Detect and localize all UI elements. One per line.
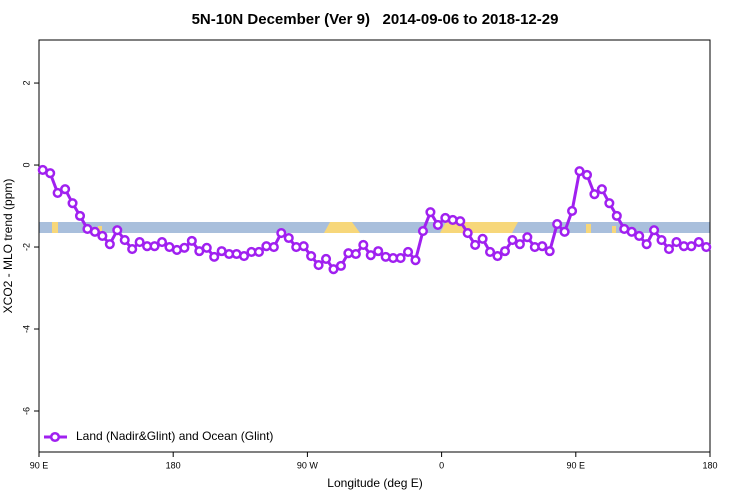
data-point — [201, 242, 212, 253]
data-point — [462, 228, 473, 239]
data-point — [306, 250, 317, 262]
data-point — [492, 250, 503, 262]
data-point — [104, 239, 115, 250]
data-point — [507, 235, 518, 246]
chart-title: 5N-10N December (Ver 9) 2014-09-06 to 20… — [192, 11, 559, 28]
data-point — [552, 219, 563, 230]
data-point — [589, 189, 600, 200]
legend-marker — [49, 431, 61, 443]
data-point — [499, 246, 511, 257]
data-point — [574, 166, 585, 177]
data-point — [156, 237, 168, 248]
data-point — [395, 253, 406, 264]
y-axis-label: XCO2 - MLO trend (ppm) — [1, 179, 15, 314]
data-point — [432, 219, 443, 230]
data-point — [45, 168, 56, 179]
data-point — [403, 246, 414, 257]
data-point — [485, 246, 496, 257]
data-point — [686, 241, 697, 252]
data-point — [365, 250, 376, 261]
data-point — [656, 235, 667, 246]
data-point — [410, 255, 421, 266]
data-point — [544, 246, 555, 257]
data-point — [209, 251, 220, 262]
data-point — [417, 225, 429, 237]
data-point — [537, 241, 548, 252]
y-tick-label: 0 — [21, 163, 31, 168]
data-point — [119, 235, 130, 246]
data-point — [134, 237, 145, 248]
data-point — [127, 244, 138, 255]
data-point — [67, 198, 78, 209]
data-point — [596, 184, 607, 195]
surface-band — [39, 222, 710, 233]
data-point — [283, 232, 294, 244]
data-point — [52, 187, 63, 198]
data-point — [313, 260, 324, 271]
x-axis-label: Longitude (deg E) — [327, 476, 422, 490]
data-point — [581, 169, 593, 180]
data-point — [604, 198, 615, 209]
data-point — [112, 225, 123, 236]
data-point — [253, 246, 264, 257]
y-tick-label: -6 — [21, 407, 31, 415]
data-point — [522, 232, 533, 243]
data-point — [276, 228, 287, 239]
legend-label: Land (Nadir&Glint) and Ocean (Glint) — [76, 429, 273, 443]
data-point — [268, 241, 279, 253]
data-point — [514, 239, 525, 250]
data-point — [455, 216, 466, 227]
data-point — [567, 205, 578, 216]
data-point — [179, 242, 190, 253]
data-point — [701, 241, 712, 253]
data-point — [320, 253, 332, 264]
data-point — [470, 239, 481, 251]
data-point — [649, 225, 660, 236]
data-point — [89, 226, 100, 237]
data-point — [298, 241, 309, 252]
data-point — [663, 244, 675, 255]
data-point — [611, 210, 622, 221]
data-point — [74, 210, 86, 221]
data-point — [358, 239, 369, 251]
data-point — [634, 230, 645, 242]
data-point — [425, 207, 436, 218]
data-point — [559, 226, 570, 237]
x-tick-label: 90 E — [567, 460, 586, 470]
x-tick-label: 0 — [439, 460, 444, 470]
data-point — [238, 250, 250, 262]
data-point — [97, 230, 108, 242]
y-tick-label: 2 — [21, 81, 31, 86]
y-tick-label: -2 — [21, 243, 31, 251]
data-point — [60, 184, 71, 195]
data-point — [149, 241, 160, 252]
y-tick-label: -4 — [21, 325, 31, 333]
data-point — [641, 239, 652, 250]
data-point — [350, 248, 361, 260]
data-point — [335, 260, 347, 271]
x-tick-label: 180 — [166, 460, 181, 470]
x-tick-label: 90 E — [30, 460, 49, 470]
land-patches — [52, 222, 616, 233]
data-point — [186, 235, 197, 246]
data-point — [477, 233, 488, 244]
data-point — [373, 246, 384, 257]
data-point — [626, 226, 637, 237]
x-tick-label: 90 W — [297, 460, 319, 470]
data-point — [693, 237, 704, 248]
data-point — [671, 237, 682, 248]
x-tick-label: 180 — [702, 460, 717, 470]
